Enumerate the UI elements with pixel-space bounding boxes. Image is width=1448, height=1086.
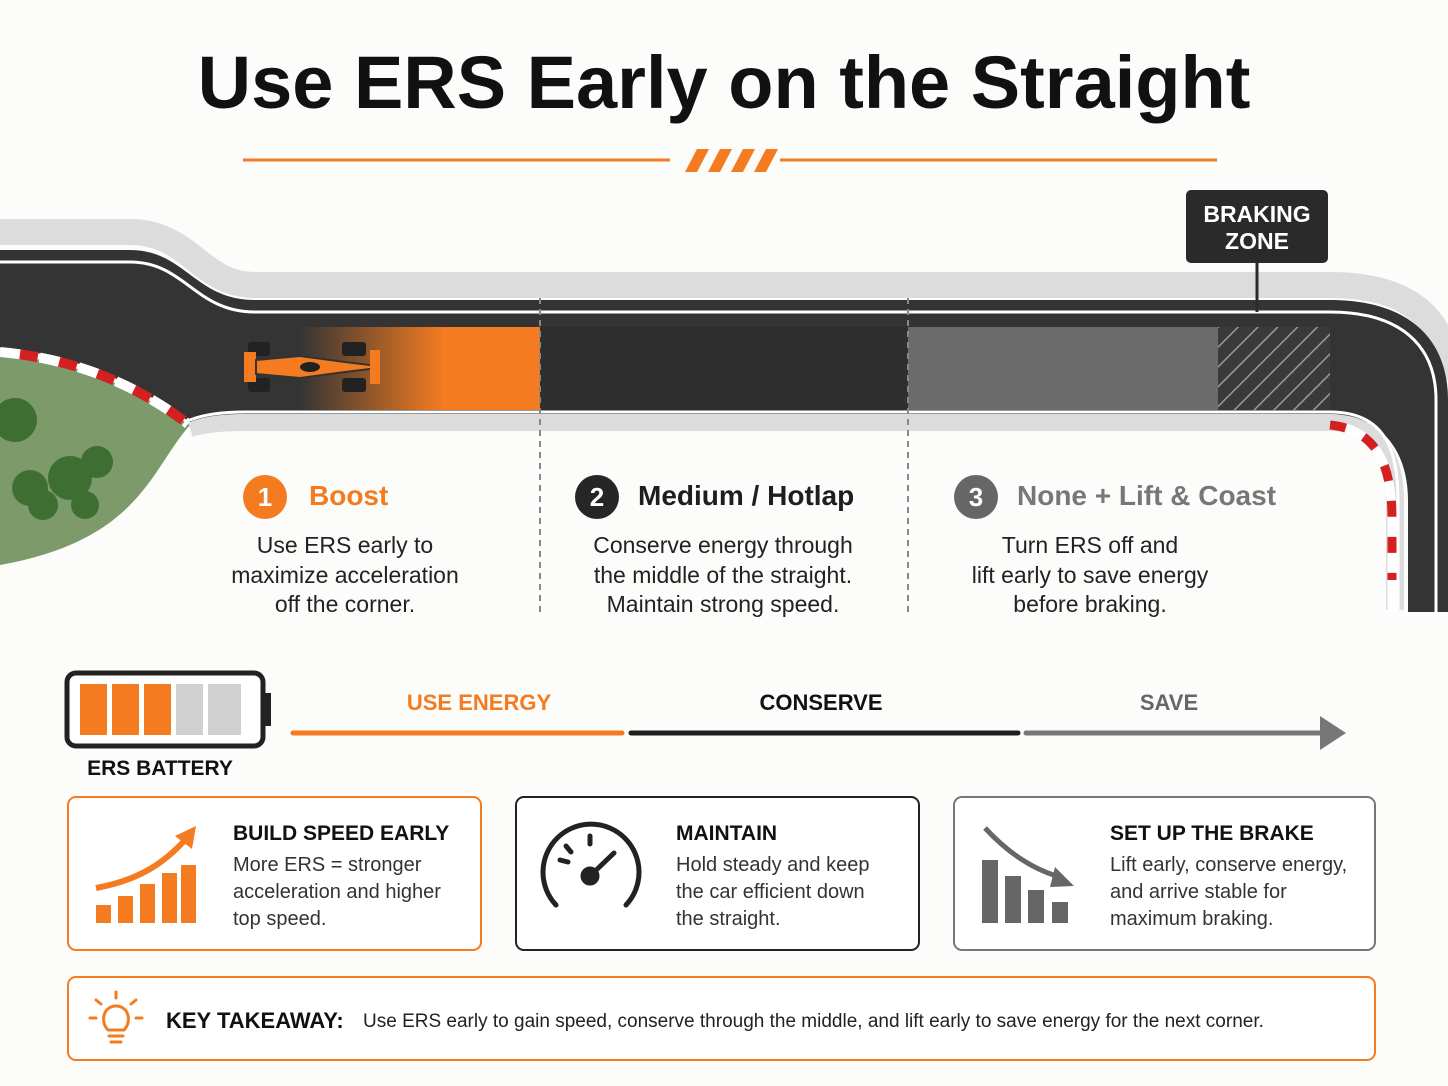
- trees: [0, 398, 113, 520]
- gauge-icon: [540, 821, 642, 908]
- card-text: acceleration and higher: [233, 881, 441, 903]
- energy-label: SAVE: [1139, 690, 1199, 715]
- phase-desc: Maintain strong speed.: [606, 591, 840, 617]
- braking-label: BRAKING ZONE: [1186, 201, 1328, 255]
- kerb: [0, 347, 192, 428]
- card-text: maximum braking.: [1110, 908, 1274, 930]
- energy-label: USE ENERGY: [406, 690, 552, 715]
- phase-desc: maximize acceleration: [231, 561, 459, 588]
- phase-number: 1: [257, 482, 273, 512]
- track-border: [0, 219, 1448, 381]
- takeaway-label: KEY TAKEAWAY:: [166, 1008, 344, 1033]
- card-text: Hold steady and keep: [676, 854, 870, 876]
- card-title: MAINTAIN: [676, 822, 778, 845]
- track-line: [0, 260, 1438, 612]
- card-title: SET UP THE BRAKE: [1110, 822, 1314, 845]
- label-line: ZONE: [1225, 228, 1289, 254]
- arrowhead: [1320, 716, 1346, 750]
- phase-number: 2: [589, 482, 605, 512]
- card-text: More ERS = stronger: [233, 854, 422, 876]
- chart-down-icon: [982, 826, 1074, 923]
- phase-desc: the middle of the straight.: [593, 561, 853, 588]
- phase-desc: Turn ERS off and: [1001, 532, 1179, 558]
- card-text: the straight.: [676, 908, 781, 930]
- phase-desc: Conserve energy through: [593, 532, 853, 558]
- takeaway-text: Use ERS early to gain speed, conserve th…: [363, 1011, 1264, 1032]
- phase-badge: [954, 475, 998, 519]
- kerb: [1329, 420, 1397, 612]
- battery-cells: [80, 684, 241, 735]
- takeaway-box: [67, 976, 1376, 1061]
- battery-tip: [263, 693, 271, 726]
- coast-zone: [908, 327, 1218, 410]
- braking-zone: [1218, 327, 1330, 410]
- phase-title: None + Lift & Coast: [1017, 480, 1277, 511]
- card: [515, 796, 920, 951]
- phase-badge: [243, 475, 287, 519]
- chart-up-icon: [95, 826, 196, 923]
- phase-desc: before braking.: [1013, 591, 1167, 617]
- card-text: the car efficient down: [676, 881, 865, 903]
- track-line: [189, 410, 1400, 612]
- car: [244, 342, 380, 392]
- kerb: [1329, 420, 1397, 580]
- medium-zone: [540, 327, 908, 410]
- phase-desc: lift early to save energy: [971, 561, 1209, 588]
- energy-label: CONSERVE: [759, 690, 883, 715]
- phase-badge: [575, 475, 619, 519]
- phase-title: Medium / Hotlap: [638, 480, 855, 511]
- card-text: Lift early, conserve energy,: [1110, 854, 1348, 876]
- card-text: and arrive stable for: [1110, 881, 1287, 903]
- card-text: top speed.: [233, 908, 327, 930]
- label-line: BRAKING: [1203, 201, 1311, 227]
- phase-desc: Use ERS early to: [256, 532, 434, 558]
- phase-title: Boost: [309, 480, 389, 511]
- braking-box: [1186, 190, 1328, 263]
- slashes: [685, 149, 778, 172]
- bulb-icon: [88, 990, 144, 1044]
- phase-desc: off the corner.: [274, 591, 416, 617]
- phase-number: 3: [968, 482, 984, 512]
- battery-label: ERS BATTERY: [87, 757, 233, 780]
- title: Use ERS Early on the Straight: [197, 41, 1251, 124]
- card-title: BUILD SPEED EARLY: [233, 822, 450, 845]
